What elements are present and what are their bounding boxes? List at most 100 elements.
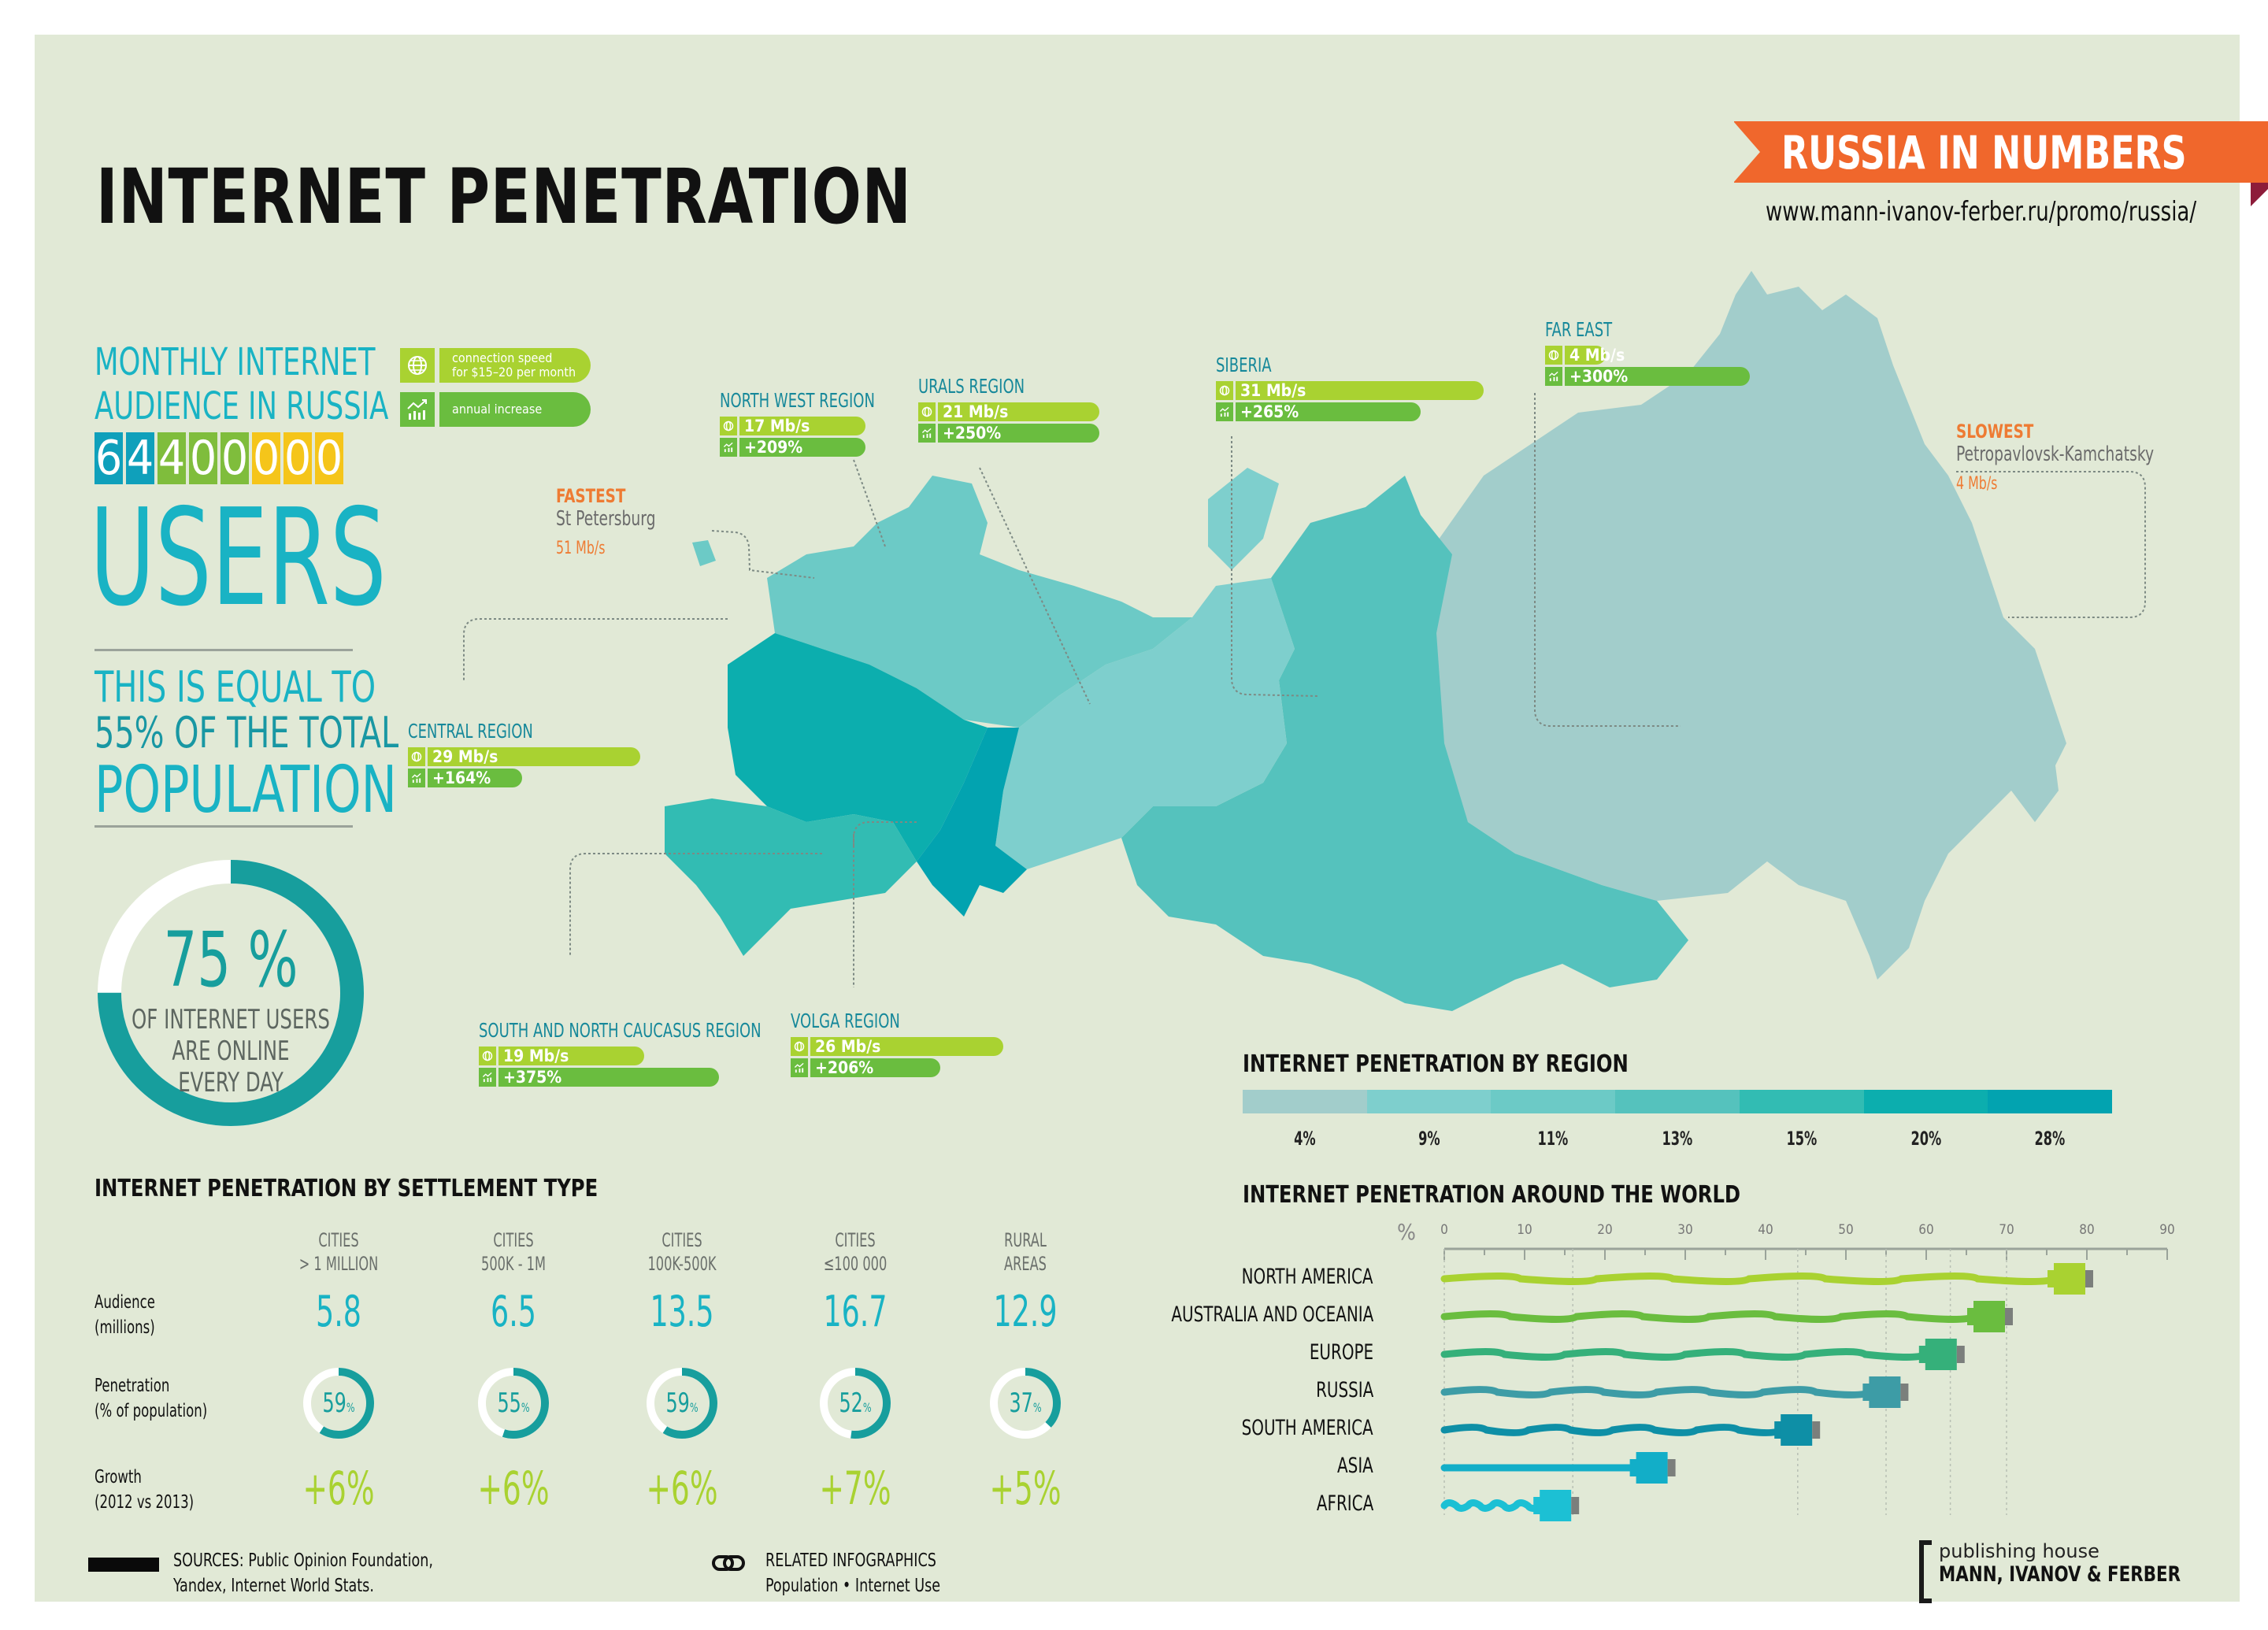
column-header: CITIES ≤100 000 [823,1229,888,1275]
region-increase: +250% [938,424,1099,443]
row-label-audience: Audience (millions) [94,1292,155,1338]
slowest-speed: 4 Mb/s [1956,474,1998,494]
axis-unit: % [1397,1219,1416,1245]
region-urals[interactable] [995,578,1295,869]
audience-value: 12.9 [993,1287,1058,1336]
plug-icon [1925,1339,1957,1370]
region-increase: +206% [810,1058,940,1077]
cable-line [1440,1386,1873,1398]
equal-line1: THIS IS EQUAL TO [94,662,376,712]
region-label-urals[interactable]: URALS REGION 21 Mb/s +250% [918,375,1099,445]
scale-label: 20% [1910,1128,1941,1150]
region-north-west[interactable] [767,476,1192,728]
scale-swatch [1739,1090,1864,1113]
counter-digit: 6 [94,431,123,486]
region-increase: +209% [739,438,865,457]
growth-value: +7% [819,1461,891,1515]
axis-tick: 80 [2079,1222,2095,1238]
daily-online-ring-chart [98,860,364,1126]
penetration-value: 37% [1009,1387,1042,1419]
growth-value: +5% [989,1461,1062,1515]
divider [94,825,353,828]
region-increase: +164% [428,769,522,787]
equal-line3: POPULATION [94,753,397,828]
penetration-ring [820,1368,891,1439]
slowest-label: SLOWEST [1956,420,2034,443]
daily-online-text: 75 % OF INTERNET USERS ARE ONLINE EVERY … [94,857,367,1098]
world-region-label: EUROPE [1309,1340,1373,1365]
region-scale-labels: 4% 9% 11% 13% 15% 20% 28% [1243,1128,2112,1150]
penetration-ring [647,1368,717,1439]
map-legend: connection speed for $15–20 per month ann… [400,348,591,427]
region-label-north-west[interactable]: NORTH WEST REGION 17 Mb/s +209% [720,389,875,457]
scale-swatch [1615,1090,1740,1113]
region-label-far-east[interactable]: FAR EAST 4 Mb/s +300% [1545,318,1750,388]
counter-digit: 0 [189,431,217,486]
source-url-link[interactable]: www.mann-ivanov-ferber.ru/promo/russia/ [1766,196,2197,228]
globe-icon [400,348,435,383]
axis-tick: 10 [1517,1222,1532,1238]
counter-digit: 4 [158,431,186,486]
region-label-siberia[interactable]: SIBERIA 31 Mb/s +265% [1216,354,1484,424]
region-volga[interactable] [917,728,1027,917]
penetration-ring [303,1368,374,1439]
row-label-penetration: Penetration (% of population) [94,1376,208,1421]
region-speed: 17 Mb/s [739,417,865,435]
users-label: USERS [90,480,387,636]
sources-bar [88,1558,159,1572]
region-scale-title: INTERNET PENETRATION BY REGION [1243,1050,1629,1078]
region-increase: +300% [1565,367,1750,386]
growth-chart-icon [408,769,425,787]
axis-tick: 70 [1999,1222,2014,1238]
growth-value: +6% [302,1461,375,1515]
scale-swatch [1243,1090,1367,1113]
penetration-value: 59% [322,1387,355,1419]
penetration-value: 55% [497,1387,530,1419]
penetration-value: 59% [665,1387,699,1419]
region-increase: +265% [1236,402,1421,421]
russia-map [463,271,2146,1011]
column-header: CITIES 500K - 1M [481,1229,546,1275]
audience-value: 6.5 [491,1287,536,1336]
counter-digit: 0 [315,431,343,486]
growth-chart-icon [1216,402,1233,421]
axis-tick: 30 [1677,1222,1693,1238]
scale-label: 28% [2034,1128,2066,1150]
region-increase: +375% [498,1068,719,1087]
region-central[interactable] [728,633,988,861]
region-label-south-caucasus[interactable]: SOUTH AND NORTH CAUCASUS REGION 19 Mb/s … [479,1019,762,1087]
audience-value: 5.8 [316,1287,361,1336]
region-kamchatka[interactable] [1964,602,2059,822]
plug-icon [1636,1452,1668,1484]
region-label-central[interactable]: CENTRAL REGION 29 Mb/s +164% [408,720,640,790]
region-siberia[interactable] [1121,476,1688,1011]
plug-icon [1540,1490,1572,1521]
publisher-bracket [1919,1540,1932,1603]
plug-icon [1869,1376,1901,1408]
audience-value: 13.5 [650,1287,714,1336]
population-share-text: THIS IS EQUAL TO 55% OF THE TOTAL POPULA… [94,665,398,825]
globe-icon [1216,381,1233,400]
audience-heading: MONTHLY INTERNET AUDIENCE IN RUSSIA [94,340,388,428]
related-links[interactable]: Population • Internet Use [765,1576,941,1596]
axis-tick: 50 [1838,1222,1854,1238]
legend-increase: annual increase [400,392,591,427]
legend-speed: connection speed for $15–20 per month [400,348,591,383]
axis-tick: 90 [2159,1222,2175,1238]
column-header: CITIES 100K-500K [647,1229,717,1275]
scale-swatch [1366,1090,1492,1113]
counter-digit: 0 [220,431,249,486]
growth-chart-icon [479,1068,496,1087]
axis-tick: 40 [1758,1222,1773,1238]
axis-tick: 20 [1597,1222,1613,1238]
scale-label: 4% [1294,1128,1316,1150]
region-label-volga[interactable]: VOLGA REGION 26 Mb/s +206% [791,1009,1003,1080]
cable-line [1440,1499,1544,1512]
world-chart-title: INTERNET PENETRATION AROUND THE WORLD [1243,1181,1741,1209]
penetration-ring [478,1368,549,1439]
region-speed: 19 Mb/s [498,1047,644,1065]
column-header: RURAL AREAS [1004,1229,1047,1275]
globe-icon [479,1047,496,1065]
globe-icon [408,747,425,766]
audience-value: 16.7 [823,1287,888,1336]
